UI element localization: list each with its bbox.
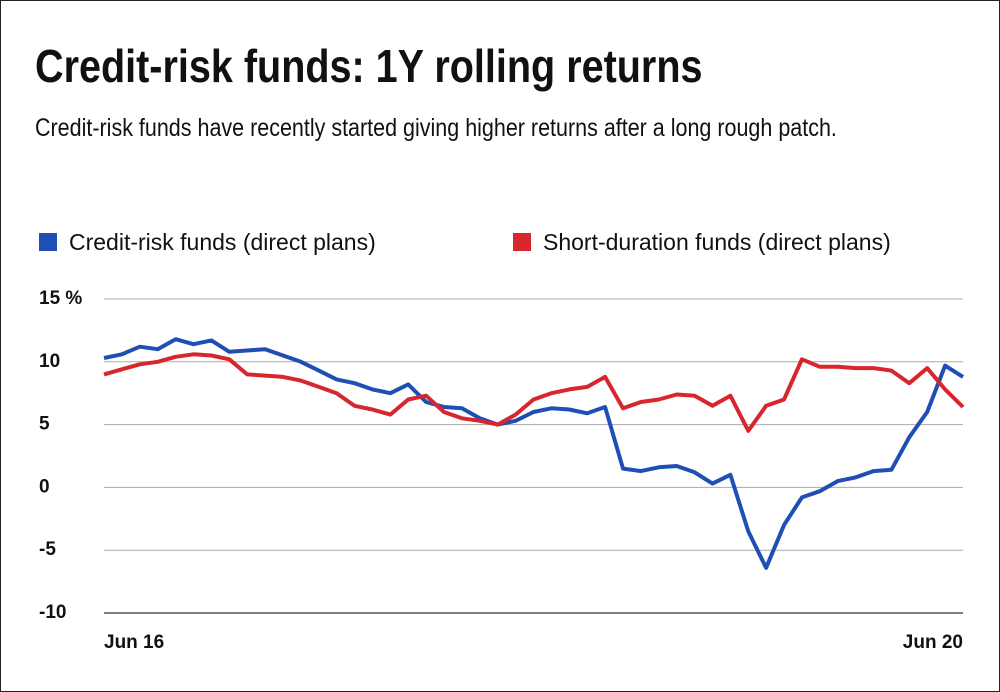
y-tick-label: 5 bbox=[39, 414, 50, 435]
x-tick-label: Jun 20 bbox=[903, 632, 963, 653]
y-tick-label: 0 bbox=[39, 476, 50, 497]
chart-title: Credit-risk funds: 1Y rolling returns bbox=[35, 40, 703, 92]
chart-subtitle: Credit-risk funds have recently started … bbox=[35, 114, 837, 142]
legend-swatch bbox=[39, 233, 57, 251]
x-tick-label: Jun 16 bbox=[104, 632, 164, 653]
series-line bbox=[103, 352, 965, 433]
y-tick-label: -10 bbox=[39, 602, 66, 623]
legend-label: Short-duration funds (direct plans) bbox=[543, 229, 891, 255]
series-line bbox=[103, 337, 965, 570]
legend-swatch bbox=[513, 233, 531, 251]
legend-label: Credit-risk funds (direct plans) bbox=[69, 229, 376, 255]
y-tick-label: 15 % bbox=[39, 288, 82, 309]
y-tick-label: 10 bbox=[39, 351, 60, 372]
y-tick-label: -5 bbox=[39, 539, 56, 560]
